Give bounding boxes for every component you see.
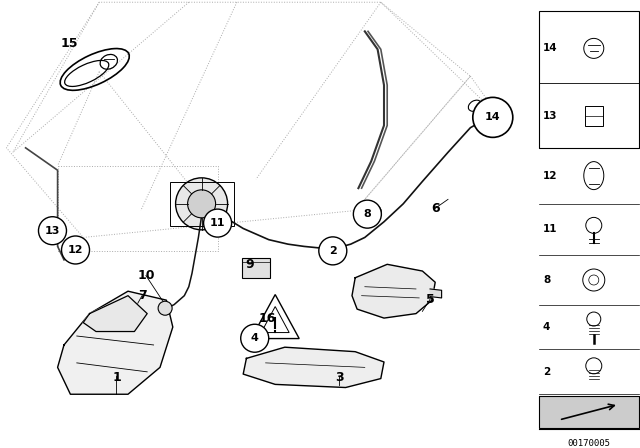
- Text: 14: 14: [485, 112, 500, 122]
- Text: 8: 8: [543, 275, 550, 285]
- Text: 4: 4: [251, 333, 259, 343]
- Polygon shape: [58, 291, 173, 394]
- Text: 16: 16: [259, 311, 276, 325]
- Text: 8: 8: [364, 209, 371, 219]
- Text: 4: 4: [543, 322, 550, 332]
- Circle shape: [188, 190, 216, 218]
- Text: 2: 2: [543, 367, 550, 377]
- Polygon shape: [430, 289, 442, 298]
- Circle shape: [61, 236, 90, 264]
- Bar: [170, 182, 234, 226]
- Polygon shape: [83, 296, 147, 332]
- Text: 3: 3: [335, 370, 344, 384]
- Bar: [539, 11, 639, 148]
- Text: 00170005: 00170005: [567, 439, 611, 448]
- Text: 6: 6: [431, 202, 440, 215]
- Bar: [539, 396, 639, 428]
- Ellipse shape: [323, 240, 345, 258]
- Text: 2: 2: [329, 246, 337, 256]
- Bar: [242, 258, 270, 278]
- Polygon shape: [243, 347, 384, 388]
- Ellipse shape: [361, 204, 381, 220]
- Text: 12: 12: [543, 171, 557, 181]
- Circle shape: [353, 200, 381, 228]
- Text: 7: 7: [138, 289, 147, 302]
- Text: 14: 14: [543, 43, 557, 53]
- Text: 11: 11: [543, 224, 557, 234]
- Circle shape: [473, 97, 513, 138]
- Circle shape: [319, 237, 347, 265]
- Circle shape: [175, 178, 228, 230]
- Circle shape: [204, 209, 232, 237]
- Text: 13: 13: [45, 226, 60, 236]
- Circle shape: [241, 324, 269, 352]
- Text: 13: 13: [543, 111, 557, 121]
- Circle shape: [158, 301, 172, 315]
- Text: 1: 1: [112, 370, 121, 384]
- Text: 11: 11: [210, 218, 225, 228]
- Bar: [585, 106, 603, 125]
- Text: 12: 12: [68, 245, 83, 255]
- Circle shape: [38, 217, 67, 245]
- Text: 10: 10: [137, 269, 155, 282]
- Text: 15: 15: [60, 37, 78, 51]
- Polygon shape: [352, 264, 435, 318]
- Text: 5: 5: [426, 293, 435, 306]
- Text: 9: 9: [245, 258, 254, 271]
